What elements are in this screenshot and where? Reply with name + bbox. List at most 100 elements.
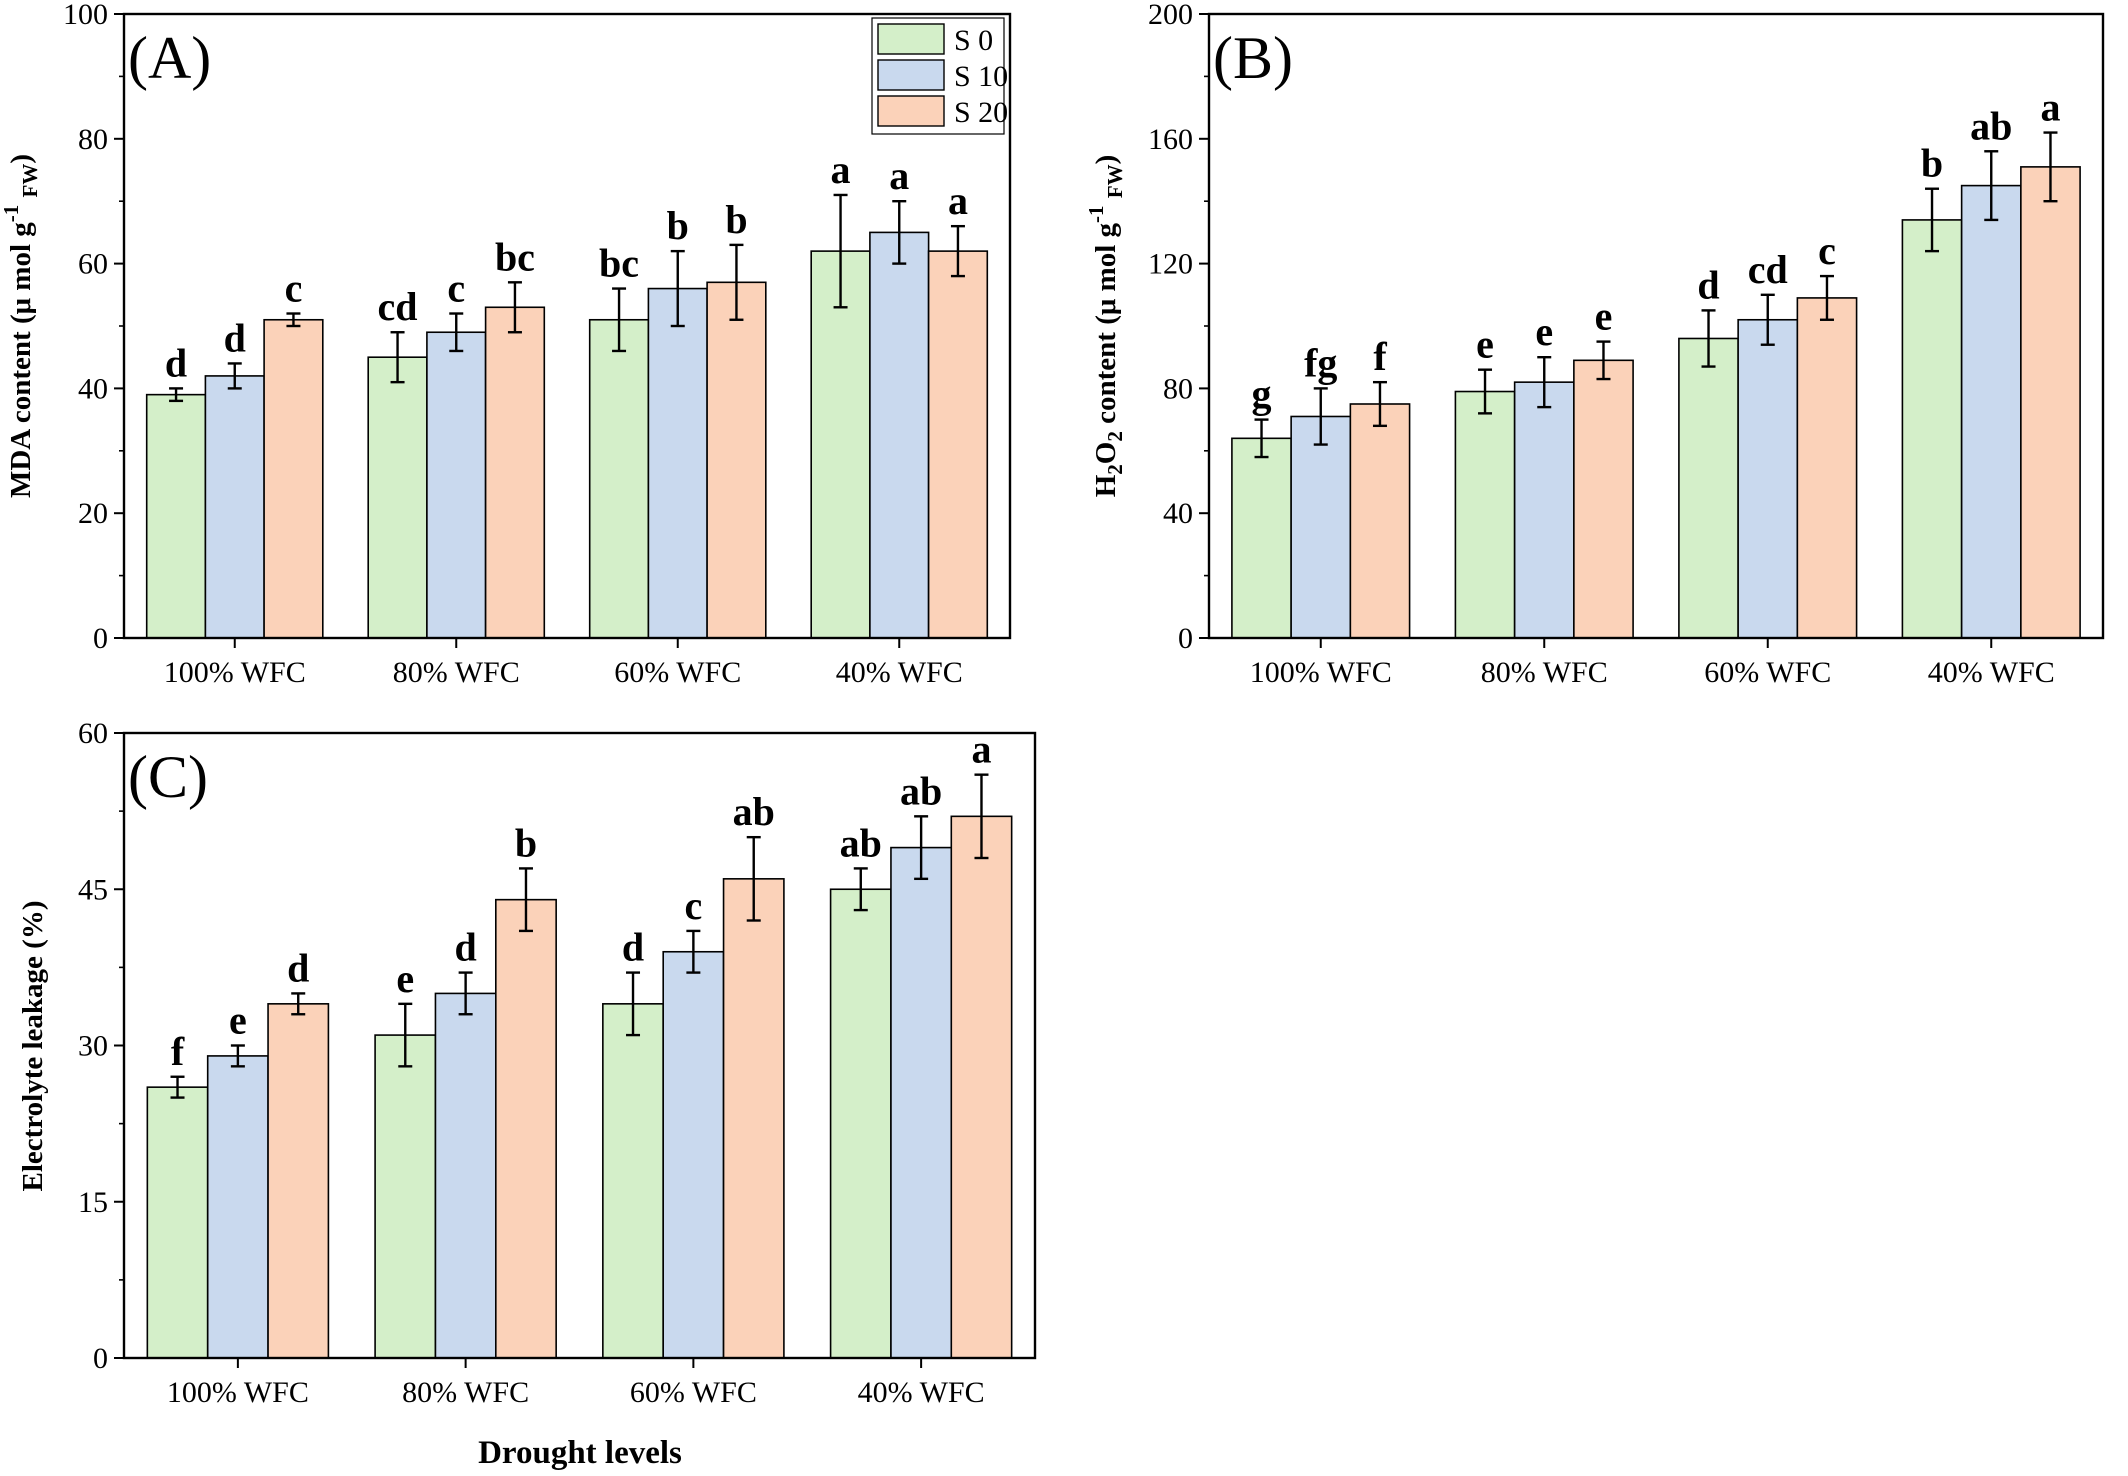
- legend-label: S 10: [954, 60, 1008, 93]
- bar: [1349, 403, 1411, 639]
- legend-label: S 20: [954, 96, 1008, 129]
- significance-label: d: [287, 945, 309, 990]
- y-tick-label: 40: [1163, 497, 1193, 530]
- bar: [1796, 297, 1858, 639]
- y-axis-title-part: FW: [18, 164, 42, 198]
- y-tick-label: 30: [78, 1030, 108, 1063]
- legend-swatch: [877, 95, 945, 127]
- y-tick-label: 20: [78, 497, 108, 530]
- significance-label: e: [1476, 322, 1494, 367]
- significance-label: c: [447, 266, 465, 311]
- x-tick-label: 80% WFC: [1481, 656, 1608, 689]
- significance-label: g: [1252, 372, 1272, 417]
- y-tick-label: 200: [1148, 0, 1193, 31]
- x-tick-label: 40% WFC: [858, 1376, 985, 1409]
- bar: [647, 287, 708, 639]
- bar: [1901, 219, 1963, 639]
- significance-label: e: [396, 956, 414, 1001]
- y-axis-title-part: [5, 197, 37, 204]
- significance-label: ab: [900, 768, 942, 813]
- bar: [267, 1003, 330, 1359]
- bar: [484, 306, 546, 639]
- significance-label: d: [224, 315, 246, 360]
- y-axis-title-part: 2: [1103, 431, 1127, 442]
- significance-label: cd: [378, 284, 418, 329]
- y-tick-label: 40: [78, 372, 108, 405]
- significance-label: d: [455, 925, 477, 970]
- y-axis-title: MDA content (μ mol g-1 FW): [0, 154, 42, 498]
- significance-label: a: [889, 153, 909, 198]
- y-axis-title-part: ): [5, 154, 37, 164]
- y-axis-title-part: [1090, 198, 1122, 205]
- legend-label: S 0: [954, 24, 993, 57]
- bar: [890, 846, 953, 1359]
- bar: [367, 356, 428, 639]
- significance-label: b: [515, 820, 537, 865]
- x-tick-label: 60% WFC: [1704, 656, 1831, 689]
- y-axis-title-part: O: [1090, 442, 1122, 465]
- x-axis-title: Drought levels: [478, 1435, 682, 1471]
- x-tick-label: 100% WFC: [164, 656, 306, 689]
- bar: [706, 281, 767, 639]
- legend-swatch: [877, 23, 945, 55]
- bar: [2020, 166, 2081, 639]
- y-axis-title-part: -1: [0, 205, 23, 223]
- bar: [829, 888, 892, 1359]
- x-tick-label: 40% WFC: [836, 656, 963, 689]
- panel-b-h2o2-chart: g e d b fg e cd ab f e c a 0 40 80 120 160 200 100% WFC 80%…: [1084, 0, 2105, 689]
- y-tick-label: 120: [1148, 248, 1193, 281]
- x-tick-label: 100% WFC: [167, 1376, 309, 1409]
- bar: [927, 250, 989, 639]
- significance-label: ab: [733, 789, 775, 834]
- x-tick-label: 60% WFC: [614, 656, 741, 689]
- y-axis-title: Electrolyte leakage (%): [17, 901, 49, 1192]
- significance-label: bc: [599, 241, 639, 286]
- y-axis-title-part: MDA content (μ mol g: [5, 222, 37, 498]
- significance-label: c: [285, 266, 303, 311]
- y-tick-label: 60: [78, 248, 108, 281]
- bar: [426, 331, 487, 639]
- significance-label: c: [684, 883, 702, 928]
- bar: [204, 375, 265, 639]
- bar: [602, 1003, 664, 1359]
- bar: [1454, 390, 1516, 639]
- y-tick-label: 160: [1148, 123, 1193, 156]
- y-axis-title-part: FW: [1103, 164, 1127, 198]
- significance-label: a: [948, 178, 968, 223]
- bar: [588, 318, 650, 639]
- y-tick-label: 60: [78, 717, 108, 750]
- significance-label: d: [165, 340, 187, 385]
- panel-tag: (A): [128, 25, 211, 91]
- bar: [206, 1055, 269, 1359]
- y-tick-label: 100: [63, 0, 108, 31]
- bar: [810, 250, 871, 639]
- bar: [1513, 381, 1575, 639]
- legend-swatch: [877, 59, 945, 91]
- bar: [1573, 359, 1634, 639]
- significance-label: d: [1697, 262, 1719, 307]
- bar: [374, 1034, 437, 1359]
- y-axis-title-part: H: [1090, 474, 1122, 497]
- significance-label: bc: [495, 234, 535, 279]
- significance-label: b: [725, 197, 747, 242]
- significance-label: ab: [840, 820, 882, 865]
- y-axis-title: H2O2 content (μ mol g-1 FW): [1084, 155, 1127, 498]
- y-axis-title-part: -1: [1084, 205, 1108, 223]
- significance-label: b: [1921, 141, 1943, 186]
- bar: [1960, 184, 2022, 639]
- significance-label: ab: [1970, 103, 2012, 148]
- y-tick-label: 15: [78, 1186, 108, 1219]
- significance-label: f: [171, 1029, 185, 1074]
- panel-tag: (C): [128, 744, 208, 810]
- x-tick-label: 40% WFC: [1928, 656, 2055, 689]
- bar: [495, 898, 557, 1359]
- significance-label: fg: [1304, 340, 1337, 385]
- panel-tag: (B): [1213, 25, 1293, 91]
- significance-label: a: [831, 147, 851, 192]
- bar: [662, 950, 725, 1359]
- significance-label: e: [1595, 294, 1613, 339]
- significance-label: cd: [1748, 247, 1788, 292]
- y-tick-label: 80: [1163, 372, 1193, 405]
